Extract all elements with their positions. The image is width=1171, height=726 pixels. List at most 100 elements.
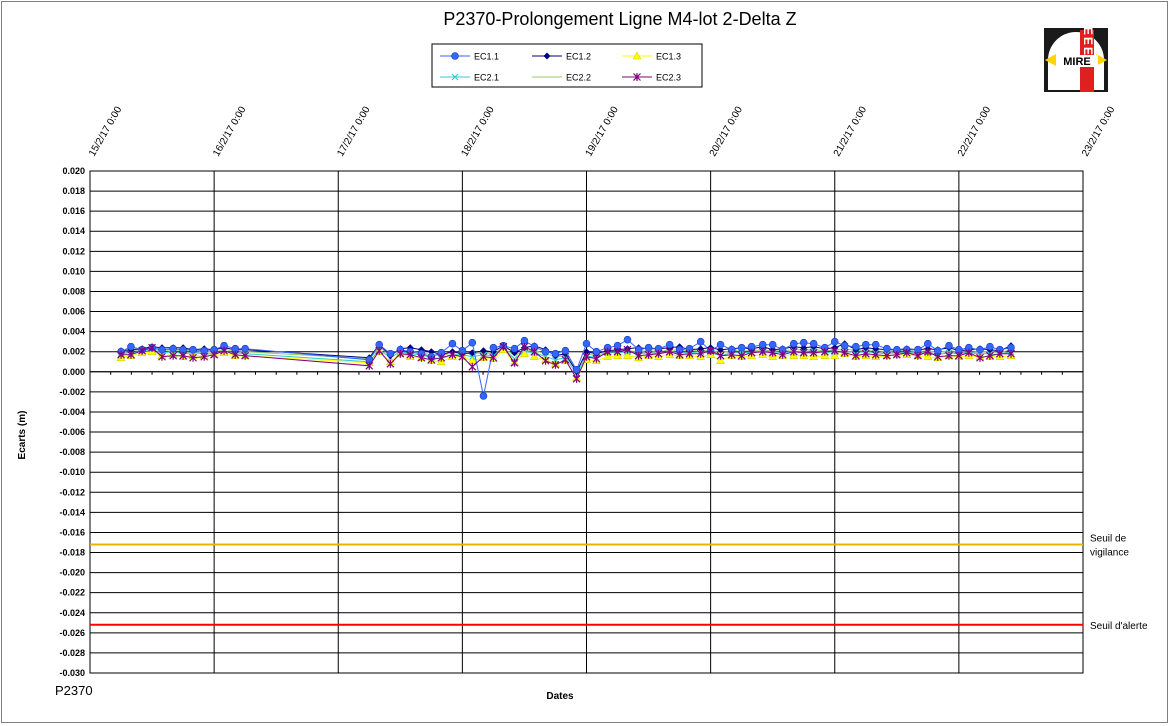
data-point-ec1-1: [840, 341, 849, 350]
data-point-ec1-1: [592, 347, 601, 356]
data-point-ec1-1: [768, 340, 777, 349]
data-point-ec2-3: [985, 351, 994, 360]
data-point-ec2-3: [510, 358, 519, 367]
data-point-ec2-3: [861, 349, 870, 358]
data-point-ec2-3: [241, 351, 250, 360]
data-point-ec2-3: [572, 374, 581, 383]
data-point-ec2-3: [117, 350, 125, 359]
data-point-ec2-3: [809, 348, 818, 357]
y-tick-label: -0.026: [59, 628, 85, 638]
legend-label: EC1.3: [656, 52, 681, 62]
data-point-ec1-1: [861, 340, 870, 349]
data-point-ec1-3: [623, 351, 632, 359]
y-tick-label: -0.004: [59, 407, 85, 417]
data-point-ec2-3: [365, 361, 374, 370]
data-point-ec2-3: [489, 353, 498, 362]
data-point-ec1-1: [169, 344, 177, 353]
data-point-ec1-1: [986, 342, 994, 351]
data-point-ec1-1: [386, 349, 395, 358]
y-tick-label: -0.016: [59, 527, 85, 537]
data-point-ec1-2: [583, 348, 590, 356]
data-point-ec2-3: [158, 352, 166, 361]
data-point-ec2-3: [406, 350, 415, 359]
chart-legend: EC1.1 EC1.2 EC1.3 EC2.1 EC2.2 EC2.3: [431, 43, 703, 88]
data-point-ec1-1: [809, 339, 818, 348]
data-point-ec1-1: [737, 343, 746, 352]
x-tick-label: 15/2/17 0:00: [87, 104, 125, 158]
y-tick-label: -0.018: [59, 548, 85, 558]
data-point-ec2-3: [933, 352, 942, 361]
data-point-ec2-3: [820, 347, 829, 356]
data-point-ec2-3: [458, 352, 467, 361]
data-point-ec1-1: [644, 343, 653, 352]
y-tick-label: 0.016: [62, 206, 85, 216]
data-point-ec2-3: [437, 353, 446, 362]
logo-text-bg: [1056, 55, 1098, 67]
data-point-ec2-3: [231, 350, 240, 359]
data-point-ec1-1: [582, 339, 591, 348]
data-point-ec2-3: [189, 353, 197, 362]
data-point-ec2-3: [210, 350, 219, 359]
data-point-ec1-1: [871, 340, 880, 349]
data-point-ec2-3: [603, 347, 612, 356]
data-point-ec2-3: [945, 351, 953, 360]
threshold-label: Seuil d'alerte: [1090, 621, 1148, 632]
data-point-ec2-3: [127, 350, 135, 359]
x-tick-label: 21/2/17 0:00: [832, 104, 870, 158]
data-point-ec2-3: [840, 348, 849, 357]
y-tick-label: 0.008: [62, 286, 85, 296]
data-point-ec2-3: [644, 350, 653, 359]
data-point-ec2-3: [851, 351, 860, 360]
data-point-ec2-3: [799, 348, 808, 357]
data-point-ec2-3: [220, 346, 228, 355]
y-tick-label: -0.020: [59, 568, 85, 578]
logo-text: MIRE: [1063, 56, 1091, 68]
x-tick-label: 17/2/17 0:00: [335, 104, 373, 158]
data-point-ec2-3: [737, 351, 746, 360]
data-point-ec2-3: [892, 350, 901, 359]
data-point-ec1-1: [758, 340, 767, 349]
series-line: [120, 339, 1012, 397]
data-point-ec1-1: [623, 335, 632, 344]
y-tick-label: 0.004: [62, 327, 85, 337]
data-point-ec1-1: [241, 344, 249, 353]
data-point-ec2-3: [902, 348, 911, 357]
data-point-ec1-1: [468, 338, 477, 347]
y-tick-label: -0.010: [59, 467, 85, 477]
data-point-ec1-1: [924, 339, 932, 348]
series-ec1-1: [117, 335, 1015, 400]
data-point-ec2-3: [520, 342, 529, 351]
legend-label: EC2.1: [474, 73, 499, 83]
y-tick-label: 0.010: [62, 266, 85, 276]
data-point-ec2-3: [396, 349, 405, 358]
data-point-ec2-3: [1007, 349, 1015, 358]
footer-label: P2370: [55, 683, 93, 698]
data-point-ec2-3: [654, 349, 663, 358]
logo-triangle-left: [1045, 54, 1056, 66]
y-tick-label: 0.002: [62, 347, 85, 357]
y-tick-label: 0.020: [62, 166, 85, 176]
data-point-ec1-1: [561, 346, 570, 355]
data-point-ec2-3: [479, 352, 488, 361]
threshold-label: Seuil de: [1090, 533, 1127, 544]
data-point-ec1-1: [852, 342, 860, 351]
data-point-ec2-3: [200, 352, 209, 361]
x-axis-title: Dates: [546, 691, 574, 702]
data-point-ec1-1: [451, 52, 459, 60]
data-point-ec2-3: [551, 360, 560, 369]
y-tick-label: -0.008: [59, 447, 85, 457]
data-point-ec1-1: [716, 340, 725, 349]
data-point-ec2-3: [468, 362, 477, 371]
y-tick-label: -0.012: [59, 487, 85, 497]
data-point-ec2-3: [561, 355, 570, 364]
data-point-ec1-1: [976, 345, 984, 354]
data-point-ec2-3: [623, 345, 632, 354]
data-point-ec2-3: [882, 351, 891, 360]
data-point-ec2-3: [592, 354, 601, 363]
series-line: [120, 348, 1012, 379]
data-point-ec1-1: [945, 341, 953, 350]
legend-label: EC1.2: [566, 52, 591, 62]
data-point-ec2-3: [913, 351, 922, 360]
data-point-ec2-3: [665, 347, 674, 356]
